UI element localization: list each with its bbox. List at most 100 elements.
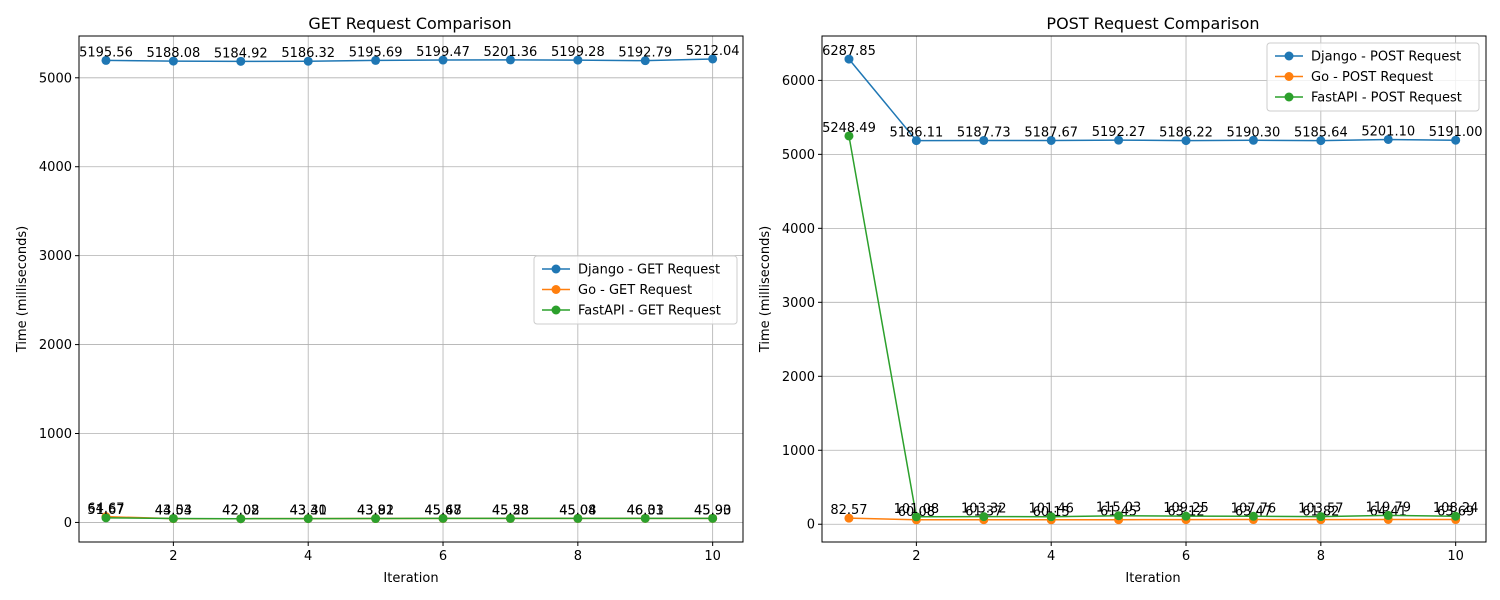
data-point bbox=[911, 512, 921, 522]
data-label: 5186.22 bbox=[1159, 126, 1213, 141]
data-label: 43.92 bbox=[357, 504, 394, 519]
x-tick-label: 10 bbox=[1447, 549, 1464, 564]
data-label: 5248.49 bbox=[822, 121, 876, 136]
data-point bbox=[505, 55, 515, 65]
data-label: 45.67 bbox=[424, 503, 461, 518]
legend-box bbox=[533, 255, 738, 325]
x-tick-label: 4 bbox=[1047, 549, 1055, 564]
y-tick-label: 0 bbox=[64, 516, 72, 531]
data-point bbox=[1181, 136, 1191, 146]
y-tick-label: 2000 bbox=[782, 370, 815, 385]
data-label: 107.76 bbox=[1231, 501, 1277, 516]
data-label: 45.04 bbox=[559, 503, 596, 518]
y-tick-label: 4000 bbox=[39, 160, 72, 175]
y-axis-label: Time (milliseconds) bbox=[758, 226, 773, 353]
series-3: 5248.49 101.08 103.32 101.46 115.03 109.25 107… bbox=[822, 121, 1479, 522]
x-axis-label: Iteration bbox=[1125, 571, 1180, 586]
series-line bbox=[105, 517, 713, 520]
data-label: 5192.79 bbox=[618, 46, 672, 61]
data-label: 45.48 bbox=[424, 503, 461, 518]
legend-marker bbox=[551, 305, 561, 315]
data-point bbox=[236, 514, 246, 524]
legend-marker bbox=[551, 285, 561, 294]
data-point bbox=[101, 55, 111, 65]
data-label: 6287.85 bbox=[822, 44, 876, 59]
data-label: 45.23 bbox=[492, 503, 529, 518]
data-label: 44.54 bbox=[155, 503, 192, 518]
x-axis-ticks: 2 4 6 8 10 bbox=[912, 542, 1464, 564]
data-point bbox=[371, 514, 381, 524]
legend-marker bbox=[1284, 92, 1294, 102]
data-label: 5187.67 bbox=[1024, 125, 1078, 140]
y-tick-label: 5000 bbox=[782, 148, 815, 163]
data-label: 5201.36 bbox=[484, 45, 538, 60]
data-label: 115.03 bbox=[1096, 501, 1142, 516]
data-label: 42.08 bbox=[222, 504, 259, 519]
plot-frame bbox=[78, 35, 744, 543]
data-label: 101.46 bbox=[1028, 502, 1074, 517]
legend-entry: FastAPI - GET Request bbox=[542, 304, 721, 319]
legend-label: Go - POST Request bbox=[1311, 70, 1433, 85]
legend-label: FastAPI - GET Request bbox=[578, 304, 721, 319]
data-label: 109.25 bbox=[1163, 501, 1209, 516]
data-label: 108.24 bbox=[1433, 501, 1479, 516]
x-axis-label: Iteration bbox=[383, 571, 438, 586]
data-label: 43.81 bbox=[357, 504, 394, 519]
data-point bbox=[844, 513, 854, 523]
data-point bbox=[1451, 135, 1461, 145]
x-tick-label: 2 bbox=[169, 549, 177, 564]
data-point bbox=[573, 55, 583, 65]
data-point bbox=[640, 513, 650, 523]
y-tick-label: 0 bbox=[807, 518, 815, 533]
chart-title: GET Request Comparison bbox=[308, 14, 511, 33]
data-label: 45.08 bbox=[559, 503, 596, 518]
series-3: 51.67 44.54 42.08 43.41 43.92 45.67 45.23 45.04… bbox=[87, 503, 731, 524]
data-label: 5201.10 bbox=[1361, 124, 1415, 139]
data-label: 5199.47 bbox=[416, 45, 470, 60]
data-label: 119.79 bbox=[1366, 500, 1412, 515]
data-label: 103.32 bbox=[961, 502, 1007, 517]
post-request-chart: POST Request Comparison 6287.85 5186.11 51… bbox=[758, 14, 1487, 586]
data-point bbox=[979, 135, 989, 145]
data-point bbox=[1316, 512, 1326, 522]
data-label: 45.58 bbox=[492, 503, 529, 518]
y-tick-label: 4000 bbox=[782, 222, 815, 237]
y-tick-label: 1000 bbox=[39, 427, 72, 442]
data-point bbox=[911, 136, 921, 146]
series-layer: 6287.85 5186.11 5187.73 5187.67 5192.27 5186.… bbox=[822, 44, 1483, 525]
data-label: 101.08 bbox=[894, 502, 940, 517]
data-point bbox=[236, 56, 246, 66]
data-point bbox=[844, 54, 854, 64]
x-tick-label: 10 bbox=[704, 549, 721, 564]
data-label: 64.67 bbox=[87, 502, 124, 517]
data-label: 5199.28 bbox=[551, 45, 605, 60]
x-tick-label: 8 bbox=[1317, 549, 1325, 564]
data-point bbox=[708, 513, 718, 523]
y-tick-label: 1000 bbox=[782, 444, 815, 459]
data-point bbox=[168, 513, 178, 523]
data-label: 5186.32 bbox=[281, 46, 335, 61]
data-point bbox=[1248, 511, 1258, 521]
y-axis-ticks: 0 1000 2000 3000 4000 5000 6000 bbox=[782, 74, 822, 533]
legend-entry: Go - GET Request bbox=[542, 283, 692, 298]
data-label: 45.93 bbox=[694, 503, 731, 518]
legend-label: Django - POST Request bbox=[1311, 50, 1461, 65]
series-line bbox=[848, 517, 1456, 521]
data-label: 5188.08 bbox=[146, 46, 200, 61]
legend-label: Go - GET Request bbox=[578, 283, 692, 298]
data-label: 103.57 bbox=[1298, 502, 1344, 517]
chart-title: POST Request Comparison bbox=[1046, 14, 1259, 33]
data-point bbox=[505, 513, 515, 523]
y-tick-label: 2000 bbox=[39, 338, 72, 353]
data-point bbox=[371, 55, 381, 65]
data-point bbox=[1046, 135, 1056, 145]
data-label: 43.30 bbox=[290, 504, 327, 519]
legend: Django - GET Request Go - GET Request Fast… bbox=[533, 255, 738, 325]
data-point bbox=[168, 56, 178, 66]
y-tick-label: 3000 bbox=[39, 249, 72, 264]
data-point bbox=[1114, 135, 1124, 145]
y-tick-label: 6000 bbox=[782, 74, 815, 89]
plot-frame bbox=[821, 35, 1487, 543]
data-label: 43.41 bbox=[290, 504, 327, 519]
